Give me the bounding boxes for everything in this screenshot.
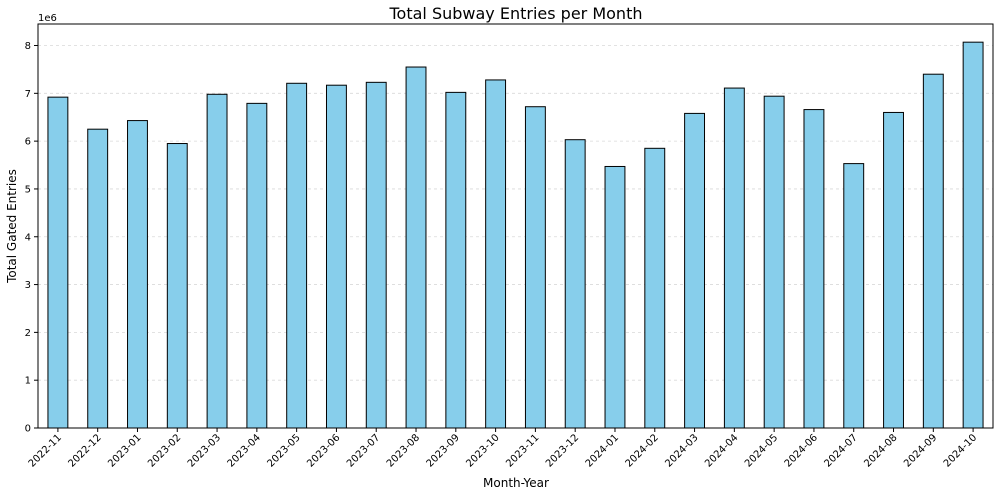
bar-2024-05 [763, 95, 785, 429]
y-axis-ticks: 0 1 2 3 4 5 6 7 8 [25, 41, 38, 435]
bar-2023-10 [485, 79, 507, 429]
y-tick-label-0: 0 [25, 424, 31, 435]
x-tick-label-2022-12: 2022-12 [66, 432, 103, 469]
x-tick-label-2022-11: 2022-11 [27, 432, 64, 469]
bar-2024-04 [723, 87, 745, 429]
bar-2024-03 [684, 112, 706, 429]
bar-2023-01 [127, 120, 148, 429]
bar-2024-07 [843, 163, 865, 429]
bar-2022-12 [87, 128, 109, 429]
x-axis-label: Month-Year [483, 476, 549, 490]
x-tick-label-2023-02: 2023-02 [146, 432, 183, 469]
bar-2023-05 [286, 82, 308, 429]
y-tick-label-1: 1 [25, 376, 31, 387]
x-tick-label-2023-12: 2023-12 [544, 432, 581, 469]
bar-2024-02 [644, 147, 666, 429]
x-tick-label-2023-09: 2023-09 [425, 432, 462, 469]
bar-2024-01 [604, 165, 626, 429]
bar-2023-07 [365, 81, 387, 429]
y-tick-label-7: 7 [25, 89, 31, 100]
y-tick-label-6: 6 [25, 137, 31, 148]
x-tick-label-2024-10: 2024-10 [942, 432, 979, 469]
bar-2024-10 [962, 41, 984, 429]
y-tick-label-5: 5 [25, 184, 31, 195]
x-tick-label-2023-08: 2023-08 [385, 432, 422, 469]
chart-title: Total Subway Entries per Month [389, 4, 643, 23]
x-tick-label-2023-11: 2023-11 [504, 432, 541, 469]
y-axis-offset-label: 1e6 [38, 13, 57, 24]
x-tick-label-2024-03: 2024-03 [663, 432, 700, 469]
y-axis-label: Total Gated Entries [5, 169, 19, 284]
x-tick-label-2023-01: 2023-01 [106, 432, 143, 469]
bar-2024-08 [883, 111, 904, 429]
x-tick-label-2023-10: 2023-10 [464, 432, 501, 469]
bar-2023-02 [166, 143, 188, 429]
x-tick-label-2024-01: 2024-01 [584, 432, 621, 469]
bar-2023-08 [405, 66, 427, 429]
y-tick-label-4: 4 [25, 232, 31, 243]
x-tick-label-2023-05: 2023-05 [265, 432, 302, 469]
x-tick-label-2023-03: 2023-03 [186, 432, 223, 469]
bar-2023-09 [445, 91, 467, 429]
x-tick-label-2024-06: 2024-06 [783, 432, 820, 469]
bar-2023-04 [246, 102, 268, 429]
x-tick-label-2024-07: 2024-07 [823, 432, 860, 469]
bar-2023-11 [524, 106, 546, 429]
x-tick-label-2024-08: 2024-08 [862, 432, 899, 469]
bar-2022-11 [47, 96, 69, 429]
bar-2023-06 [325, 84, 347, 429]
y-tick-label-8: 8 [25, 41, 31, 52]
bar-2023-03 [206, 93, 228, 429]
bar-2024-09 [922, 73, 944, 429]
plot-frame [37, 23, 994, 429]
x-tick-label-2024-09: 2024-09 [902, 432, 939, 469]
x-tick-label-2024-02: 2024-02 [624, 432, 661, 469]
bar-2024-06 [803, 109, 825, 429]
bars [47, 41, 984, 429]
y-tick-label-2: 2 [25, 328, 31, 339]
x-tick-label-2024-04: 2024-04 [703, 432, 740, 469]
x-tick-label-2024-05: 2024-05 [743, 432, 780, 469]
x-tick-label-2023-06: 2023-06 [305, 432, 342, 469]
x-tick-label-2023-04: 2023-04 [226, 432, 263, 469]
x-axis-ticks: 2022-11 2022-12 2023-01 2023-02 2023-03 2023-… [27, 428, 979, 470]
x-tick-label-2023-07: 2023-07 [345, 432, 382, 469]
y-tick-label-3: 3 [25, 280, 31, 291]
bar-2023-12 [564, 139, 586, 429]
